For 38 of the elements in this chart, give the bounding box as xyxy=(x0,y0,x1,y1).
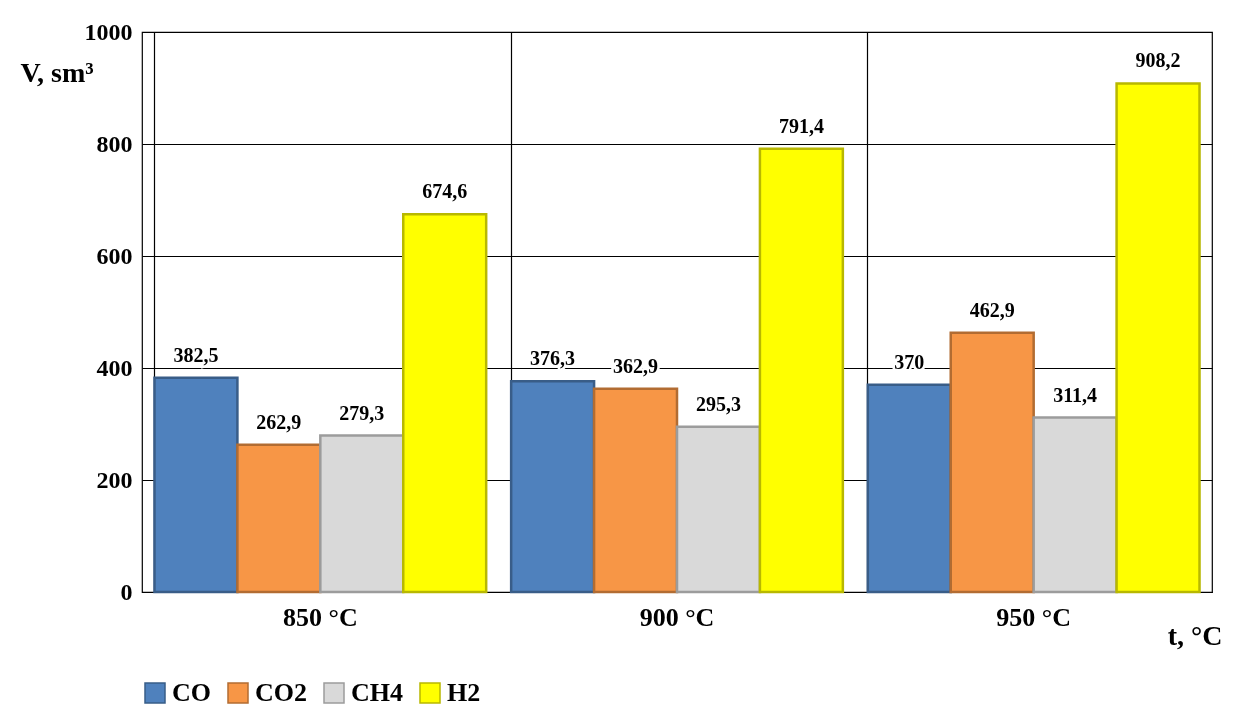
legend-label: H2 xyxy=(447,678,481,707)
data-label: 262,9 xyxy=(256,410,302,433)
data-label: 370 xyxy=(894,350,925,373)
x-axis-title: t, °C xyxy=(1167,619,1223,651)
bar xyxy=(866,383,952,594)
data-label: 462,9 xyxy=(969,298,1015,321)
bar xyxy=(402,212,488,594)
legend-label: CH4 xyxy=(351,678,403,707)
bar xyxy=(1032,416,1118,594)
bar xyxy=(319,434,405,594)
bar xyxy=(236,443,322,594)
y-tick-label: 600 xyxy=(96,242,133,269)
bar xyxy=(592,387,679,594)
bar xyxy=(758,147,845,594)
y-tick-label: 400 xyxy=(96,354,133,381)
data-label: 674,6 xyxy=(422,180,468,203)
y-tick-label: 200 xyxy=(96,466,133,493)
data-label: 279,3 xyxy=(339,401,385,424)
y-tick-label: 0 xyxy=(120,578,133,605)
data-label: 376,3 xyxy=(530,347,576,370)
legend-label: CO2 xyxy=(255,678,307,707)
y-axis-title: V, sm³ xyxy=(20,56,94,88)
bar xyxy=(509,380,596,594)
x-tick-label: 850 °C xyxy=(282,602,358,632)
x-tick-label: 900 °C xyxy=(639,602,715,632)
data-label: 295,3 xyxy=(695,392,741,415)
y-tick-label: 800 xyxy=(96,130,133,157)
bar xyxy=(675,425,762,594)
data-label: 382,5 xyxy=(173,343,219,366)
bar xyxy=(1115,82,1201,594)
x-tick-label: 950 °C xyxy=(996,602,1072,632)
data-label: 908,2 xyxy=(1135,49,1181,72)
bar xyxy=(949,331,1035,594)
data-label: 311,4 xyxy=(1053,383,1098,406)
y-tick-label: 1000 xyxy=(84,18,133,45)
data-label: 791,4 xyxy=(778,114,824,137)
bar xyxy=(153,376,239,594)
legend-label: CO xyxy=(172,678,211,707)
